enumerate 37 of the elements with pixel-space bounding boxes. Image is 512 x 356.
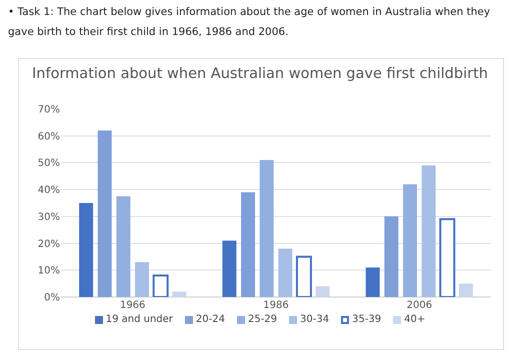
y-tick-label: 30% [38,212,60,223]
bar [384,216,398,297]
y-tick-label: 40% [38,185,60,196]
bar [222,240,236,297]
bar [296,256,312,297]
legend-label: 30-34 [300,314,330,325]
bar [458,284,473,297]
x-tick-label: 1986 [263,300,289,311]
legend-label: 20-24 [196,314,225,325]
bar [366,267,380,297]
y-tick-label: 70% [38,104,60,116]
y-tick-label: 20% [38,238,60,250]
legend-label: 25-29 [248,314,278,325]
bar [241,192,256,297]
legend-label: 19 and under [106,314,173,325]
bar [152,274,169,297]
legend-label: 35-39 [352,314,382,325]
bar [172,292,186,297]
y-tick-label: 50% [38,158,60,170]
y-tick-label: 10% [38,266,60,277]
chart-title: Information about when Australian women gave first childbirth [32,66,488,82]
bar [316,286,330,297]
y-tick-label: 60% [38,131,60,142]
bar [116,196,130,297]
text: • Task 1: The chart below gives information about the age of women in Australia when they gave birth to their first child in 1966, 1986 and 2006. [8,5,492,40]
bar [439,218,456,297]
bar [98,130,112,297]
bar [278,248,292,297]
bar [422,165,436,297]
legend-label: 40+ [404,314,426,325]
x-tick-label: 1966 [120,300,146,311]
x-tick-label: 2006 [406,300,432,311]
bar [79,203,94,297]
bar [135,262,149,297]
bar [260,160,274,297]
bar [403,184,417,297]
y-tick-label: 0% [44,292,60,304]
